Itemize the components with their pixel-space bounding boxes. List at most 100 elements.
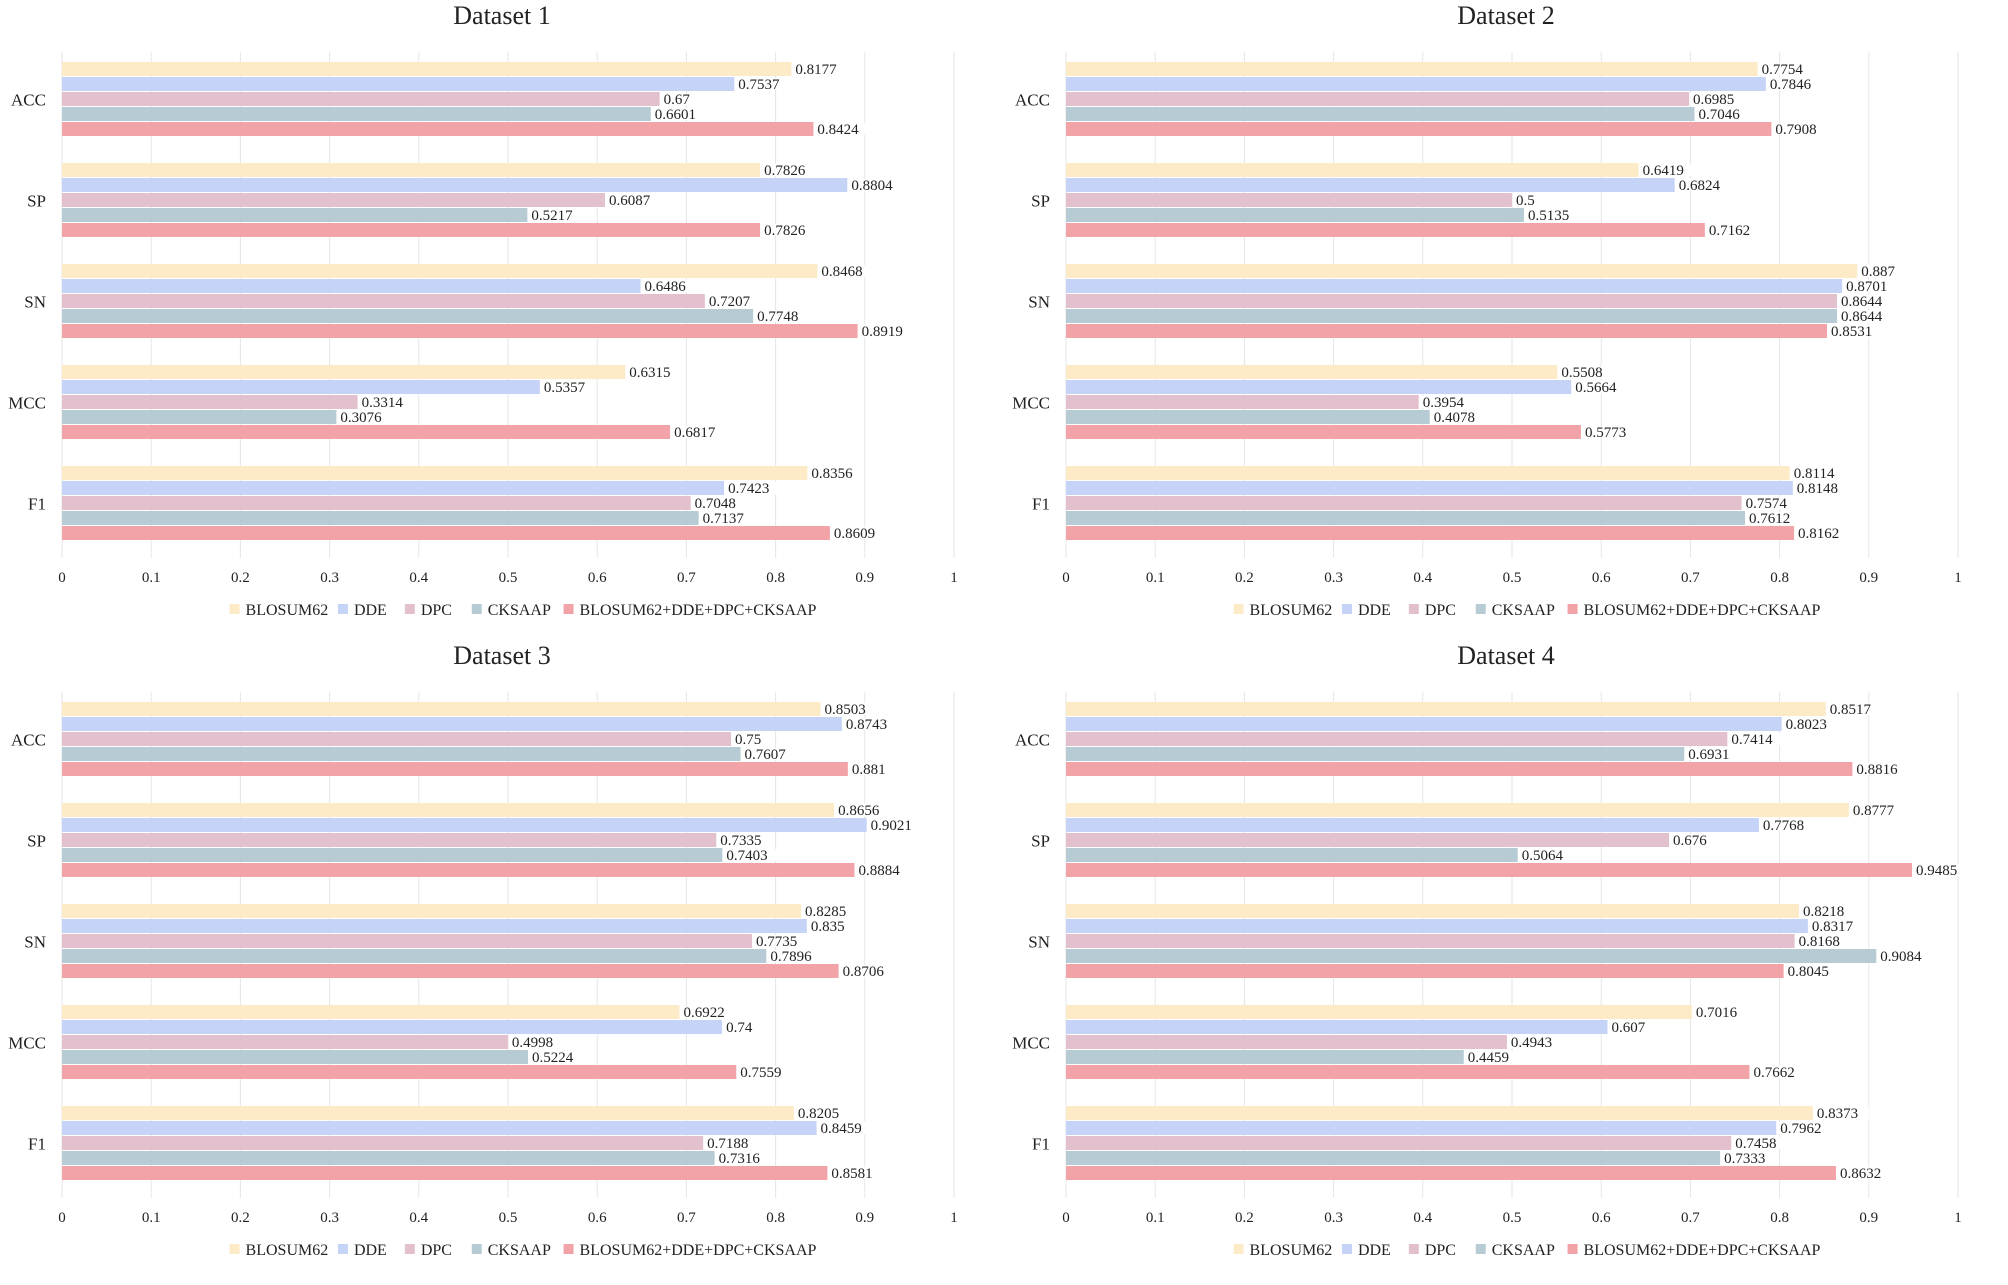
legend-label: BLOSUM62 xyxy=(246,602,329,619)
chart-svg: Dataset 1 0 0.1 0.2 0.3 0.4 0.5 0.6 0.7 0.8 0.9 1 AC… xyxy=(8,1,958,619)
chart-panel-dataset-3: Dataset 3 0 0.1 0.2 0.3 0.4 0.5 0.6 0.7 0.8 0.9 1 AC… xyxy=(0,640,1004,1280)
data-label-bg xyxy=(767,950,823,962)
chart-title: Dataset 1 xyxy=(453,1,550,30)
data-label: 0.8644 xyxy=(1841,294,1883,310)
legend-label: DPC xyxy=(421,602,452,619)
data-label-bg xyxy=(1518,849,1574,861)
data-label: 0.7403 xyxy=(726,848,767,864)
x-tick-label: 0.5 xyxy=(499,570,518,586)
data-label-bg xyxy=(1877,950,1933,962)
x-tick-label: 1 xyxy=(1954,1210,1962,1226)
data-label: 0.7137 xyxy=(703,511,745,527)
chart-title: Dataset 4 xyxy=(1457,641,1554,670)
legend-label: DDE xyxy=(354,602,387,619)
data-label-bg xyxy=(1742,497,1798,509)
x-tick-label: 0.8 xyxy=(766,1210,785,1226)
data-label: 0.3954 xyxy=(1423,395,1465,411)
legend-swatch-cksaap xyxy=(471,1244,482,1254)
data-label: 0.7662 xyxy=(1753,1065,1794,1081)
data-label-bg xyxy=(1525,209,1581,221)
bar-dpc-acc xyxy=(62,732,731,746)
data-label-bg xyxy=(1858,265,1906,277)
data-label: 0.6922 xyxy=(683,1005,724,1021)
data-label-bg xyxy=(1750,1066,1806,1078)
data-label: 0.75 xyxy=(735,732,761,748)
chart-panel-dataset-1: Dataset 1 0 0.1 0.2 0.3 0.4 0.5 0.6 0.7 0.8 0.9 1 AC… xyxy=(0,0,1004,640)
bar-dpc-acc xyxy=(1066,732,1728,746)
data-label: 0.5773 xyxy=(1585,425,1626,441)
data-label: 0.8816 xyxy=(1856,762,1898,778)
data-label: 0.5135 xyxy=(1528,208,1569,224)
category-label-mcc: MCC xyxy=(8,1034,46,1053)
data-label-bg xyxy=(817,1122,873,1134)
bar-dpc-sn xyxy=(1066,294,1838,308)
x-tick-label: 0.8 xyxy=(1770,1210,1789,1226)
bar-dpc-f1 xyxy=(1066,1136,1732,1150)
data-label: 0.8919 xyxy=(862,324,903,340)
bar-blosum62-sp xyxy=(62,163,761,177)
data-label-bg xyxy=(1732,1137,1788,1149)
data-label-bg xyxy=(715,1152,771,1164)
category-label-acc: ACC xyxy=(11,91,46,110)
x-tick-label: 0 xyxy=(1062,1210,1070,1226)
category-label-sp: SP xyxy=(1031,832,1050,851)
chart-title: Dataset 2 xyxy=(1457,1,1554,30)
legend-label: BLOSUM62+DDE+DPC+CKSAAP xyxy=(1584,1242,1821,1259)
x-tick-label: 0.7 xyxy=(1681,1210,1700,1226)
x-tick-label: 0.6 xyxy=(588,1210,607,1226)
data-label: 0.8468 xyxy=(821,264,862,280)
x-tick-label: 0.5 xyxy=(1503,570,1522,586)
data-label: 0.8168 xyxy=(1799,934,1840,950)
bar-dpc-f1 xyxy=(62,496,691,510)
bar-dde-sp xyxy=(1066,818,1759,832)
bar-dde-mcc xyxy=(62,1020,723,1034)
bar-dde-mcc xyxy=(1066,1020,1608,1034)
data-label: 0.7559 xyxy=(740,1065,781,1081)
bar-dde-sn xyxy=(1066,919,1808,933)
bar-blosum62-sn xyxy=(1066,904,1800,918)
legend-label: BLOSUM62 xyxy=(1250,1242,1333,1259)
legend-label: DPC xyxy=(421,1242,452,1259)
bar-dpc-sn xyxy=(62,934,752,948)
data-label-bg xyxy=(814,123,870,135)
data-label: 0.8581 xyxy=(831,1166,872,1182)
data-label: 0.6931 xyxy=(1688,747,1729,763)
data-label: 0.74 xyxy=(726,1020,753,1036)
bar-dpc-sp xyxy=(62,833,717,847)
data-label-bg xyxy=(1843,280,1899,292)
data-label-bg xyxy=(807,920,855,932)
data-label-bg xyxy=(848,763,896,775)
bar-blosum62-sp xyxy=(1066,163,1639,177)
bar-cksaap-f1 xyxy=(62,1151,715,1165)
data-label: 0.8656 xyxy=(838,803,880,819)
data-label-bg xyxy=(1790,467,1846,479)
data-label: 0.6601 xyxy=(655,107,696,123)
chart-svg: Dataset 4 0 0.1 0.2 0.3 0.4 0.5 0.6 0.7 0.8 0.9 1 AC… xyxy=(1012,641,1969,1259)
x-tick-label: 0.5 xyxy=(499,1210,518,1226)
legend-swatch-blosum62-plus-dde-plus-dpc-plus-cksaap xyxy=(563,604,574,614)
data-label: 0.7748 xyxy=(757,309,798,325)
x-tick-label: 0.4 xyxy=(1413,570,1432,586)
data-label-bg xyxy=(337,411,393,423)
data-label-bg xyxy=(508,1036,565,1048)
bar-cksaap-f1 xyxy=(62,511,699,525)
data-label: 0.8777 xyxy=(1853,803,1895,819)
bar-dde-mcc xyxy=(1066,380,1572,394)
x-tick-label: 1 xyxy=(950,1210,958,1226)
bar-blosum62-plus-dde-plus-dpc-plus-cksaap-sn xyxy=(1066,964,1784,978)
data-label: 0.5664 xyxy=(1575,380,1617,396)
data-label-bg xyxy=(842,718,899,730)
legend-swatch-blosum62-plus-dde-plus-dpc-plus-cksaap xyxy=(563,1244,574,1254)
data-label-bg xyxy=(1784,965,1840,977)
data-label: 0.5357 xyxy=(544,380,586,396)
data-label: 0.8356 xyxy=(811,466,853,482)
x-tick-label: 0.3 xyxy=(1324,570,1343,586)
x-tick-label: 0.4 xyxy=(409,1210,428,1226)
bar-blosum62-sn xyxy=(62,904,802,918)
x-tick-label: 0.1 xyxy=(1146,1210,1165,1226)
data-label-bg xyxy=(741,748,797,760)
bar-blosum62-plus-dde-plus-dpc-plus-cksaap-f1 xyxy=(1066,1166,1836,1180)
data-label-bg xyxy=(737,1066,793,1078)
data-label-bg xyxy=(1808,920,1865,932)
data-label: 0.7048 xyxy=(695,496,736,512)
